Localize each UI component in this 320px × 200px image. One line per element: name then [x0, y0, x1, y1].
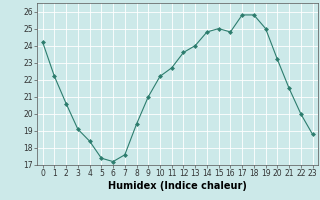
X-axis label: Humidex (Indice chaleur): Humidex (Indice chaleur) — [108, 181, 247, 191]
